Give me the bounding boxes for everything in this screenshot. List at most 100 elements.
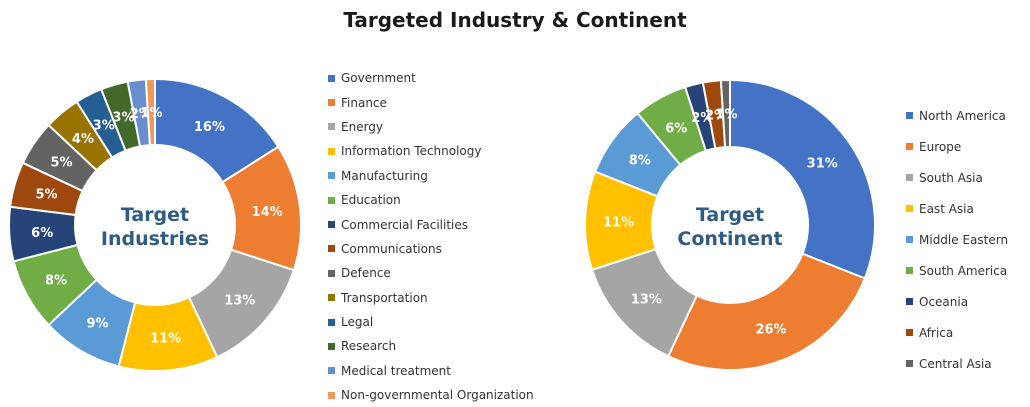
legend-swatch <box>328 196 335 204</box>
legend-swatch <box>906 329 913 336</box>
legend-item-oceania: Oceania <box>906 286 1008 317</box>
slice-europe <box>666 252 867 371</box>
legend-label: Defence <box>341 266 391 281</box>
legend-label: South America <box>919 263 1008 278</box>
chart-title: Targeted Industry & Continent <box>343 8 687 32</box>
legend-item-legal: Legal <box>328 310 534 334</box>
legend-swatch <box>328 99 335 107</box>
legend-label: Manufacturing <box>341 168 428 183</box>
data-label-energy: 13% <box>224 294 255 309</box>
legend-label: Energy <box>341 119 384 134</box>
legend-label: Europe <box>919 139 962 154</box>
data-label-oceania: 2% <box>691 111 713 126</box>
legend-label: Middle Eastern <box>919 232 1009 247</box>
slice-central-asia <box>719 78 731 149</box>
continent-legend: North America Europe South Asia East Asia Mi… <box>906 100 1008 379</box>
legend-item-central-asia: Central Asia <box>906 348 1008 379</box>
legend-label: Education <box>341 193 401 208</box>
legend-item-transportation: Transportation <box>328 286 534 310</box>
legend-item-manufacturing: Manufacturing <box>328 164 534 188</box>
data-label-government: 16% <box>194 120 225 135</box>
data-label-transportation: 4% <box>72 132 94 147</box>
center-label-line-1: Target <box>696 204 764 226</box>
data-label-middle-eastern: 8% <box>629 153 651 168</box>
data-label-non-governmental-organization: 1% <box>140 106 162 121</box>
data-label-europe: 26% <box>755 323 786 338</box>
legend-label: Non-governmental Organization <box>341 388 534 403</box>
legend-label: Finance <box>341 95 387 110</box>
legend-item-europe: Europe <box>906 131 1008 162</box>
legend-swatch <box>328 74 335 82</box>
data-label-education: 8% <box>45 273 67 288</box>
data-label-finance: 14% <box>252 205 283 220</box>
data-label-communications: 5% <box>35 187 57 202</box>
legend-swatch <box>906 360 913 367</box>
legend-swatch <box>328 342 335 350</box>
legend-label: Transportation <box>341 290 428 305</box>
legend-item-non-governmental-organization: Non-governmental Organization <box>328 383 534 407</box>
legend-swatch <box>906 205 913 212</box>
legend-label: Government <box>341 71 416 86</box>
legend-item-south-america: South America <box>906 255 1008 286</box>
data-label-south-asia: 13% <box>631 293 662 308</box>
legend-swatch <box>328 123 335 131</box>
legend-item-africa: Africa <box>906 317 1008 348</box>
legend-swatch <box>328 245 335 253</box>
legend-label: Africa <box>919 325 954 340</box>
data-label-south-america: 6% <box>665 121 687 136</box>
legend-label: Communications <box>341 241 442 256</box>
legend-swatch <box>906 236 913 243</box>
center-label-line-2: Continent <box>677 228 782 250</box>
legend-item-communications: Communications <box>328 237 534 261</box>
data-label-defence: 5% <box>51 155 73 170</box>
legend-item-south-asia: South Asia <box>906 162 1008 193</box>
legend-label: Medical treatment <box>341 363 451 378</box>
legend-label: Information Technology <box>341 144 482 159</box>
slice-north-america <box>729 78 876 280</box>
legend-swatch <box>328 147 335 155</box>
legend-item-government: Government <box>328 66 534 90</box>
center-label-line-2: Industries <box>101 228 209 250</box>
data-label-medical-treatment: 2% <box>130 107 152 122</box>
legend-label: Commercial Facilities <box>341 217 469 232</box>
legend-swatch <box>906 267 913 274</box>
legend-swatch <box>906 143 913 150</box>
data-label-legal: 3% <box>93 118 115 133</box>
legend-swatch <box>328 172 335 180</box>
legend-label: North America <box>919 108 1006 123</box>
legend-swatch <box>328 221 335 229</box>
data-label-east-asia: 11% <box>603 215 634 230</box>
legend-item-finance: Finance <box>328 90 534 114</box>
legend-label: Research <box>341 339 397 354</box>
legend-label: East Asia <box>919 201 974 216</box>
legend-label: Legal <box>341 315 374 330</box>
legend-swatch <box>328 269 335 277</box>
industry-legend: Government Finance Energy Information Techn… <box>328 66 534 407</box>
legend-item-education: Education <box>328 188 534 212</box>
legend-item-energy: Energy <box>328 115 534 139</box>
legend-swatch <box>906 174 913 181</box>
center-label-line-1: Target <box>121 204 189 226</box>
legend-swatch <box>906 298 913 305</box>
legend-item-commercial-facilities: Commercial Facilities <box>328 212 534 236</box>
legend-item-defence: Defence <box>328 261 534 285</box>
data-label-africa: 2% <box>705 108 727 123</box>
data-label-information-technology: 11% <box>150 331 181 346</box>
data-label-commercial-facilities: 6% <box>31 226 53 241</box>
legend-label: Oceania <box>919 294 969 309</box>
data-label-central-asia: 1% <box>715 108 737 123</box>
legend-item-research: Research <box>328 334 534 358</box>
legend-item-medical-treatment: Medical treatment <box>328 359 534 383</box>
legend-item-north-america: North America <box>906 100 1008 131</box>
legend-label: South Asia <box>919 170 983 185</box>
data-label-research: 3% <box>112 110 134 125</box>
legend-item-information-technology: Information Technology <box>328 139 534 163</box>
legend-swatch <box>328 318 335 326</box>
legend-item-middle-eastern: Middle Eastern <box>906 224 1008 255</box>
legend-swatch <box>328 391 335 399</box>
legend-swatch <box>906 112 913 119</box>
data-label-manufacturing: 9% <box>86 316 108 331</box>
legend-item-east-asia: East Asia <box>906 193 1008 224</box>
industry-donut-chart: 16%14%13%11%9%8%6%5%5%4%3%3%2%1%TargetIn… <box>8 77 302 372</box>
